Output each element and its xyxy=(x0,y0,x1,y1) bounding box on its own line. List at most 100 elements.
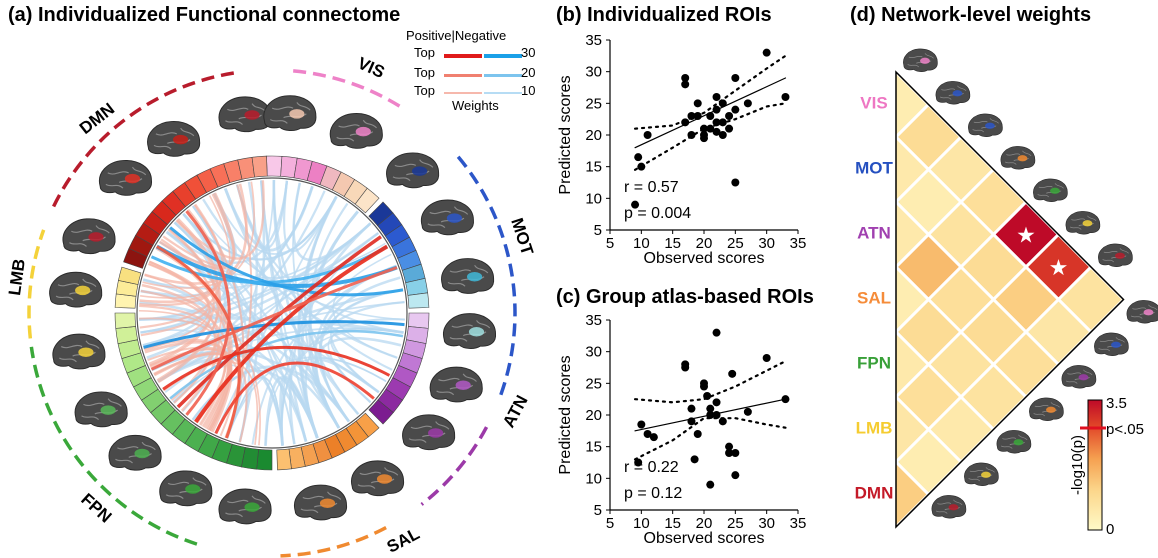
data-point xyxy=(718,131,727,139)
legend-negative-header: Negative xyxy=(454,28,507,43)
brain-region xyxy=(1017,155,1028,162)
connection-chord xyxy=(140,222,372,334)
data-point xyxy=(700,134,708,143)
stat-p: p = 0.004 xyxy=(624,205,691,222)
brain-region xyxy=(376,474,393,484)
x-tick-label: 20 xyxy=(696,235,713,252)
brain-region xyxy=(985,122,995,129)
data-point xyxy=(637,162,646,171)
network-label: DMN xyxy=(76,99,118,138)
brain-region xyxy=(75,285,91,296)
data-point xyxy=(762,48,771,57)
data-point xyxy=(631,200,640,209)
data-point xyxy=(725,124,734,133)
data-point xyxy=(681,74,690,82)
y-tick-label: 25 xyxy=(585,95,602,112)
y-tick-label: 15 xyxy=(585,439,602,456)
data-point xyxy=(687,112,696,120)
data-point xyxy=(690,455,699,464)
y-tick-label: 15 xyxy=(585,159,602,176)
brain-region xyxy=(1050,187,1060,194)
data-point xyxy=(703,392,712,400)
brain-region xyxy=(78,347,94,358)
connection-chord xyxy=(169,329,404,400)
data-point xyxy=(731,74,740,82)
data-point xyxy=(693,99,702,108)
data-point xyxy=(706,404,715,413)
x-tick-label: 20 xyxy=(696,515,713,532)
x-tick-label: 10 xyxy=(633,235,650,252)
confidence-upper xyxy=(633,360,787,404)
stat-r: r = 0.22 xyxy=(624,459,679,476)
significance-star: ★ xyxy=(1049,255,1069,280)
brain-region xyxy=(124,173,141,184)
connection-chord xyxy=(139,301,350,423)
network-dashed-arc xyxy=(52,70,239,208)
brain-region xyxy=(244,110,260,120)
brain-icon xyxy=(49,271,103,308)
legend-row-label: Top xyxy=(414,83,435,98)
data-point xyxy=(681,118,690,127)
brain-icon xyxy=(1029,397,1064,421)
network-segment xyxy=(368,399,394,425)
brain-icon xyxy=(1065,211,1101,235)
network-dashed-arc xyxy=(420,426,489,506)
network-segment xyxy=(276,448,292,471)
network-label: VIS xyxy=(355,54,388,83)
brain-icon xyxy=(108,435,162,471)
brain-icon xyxy=(1126,300,1158,324)
connection-chord xyxy=(214,361,375,435)
matrix-network-label: LMB xyxy=(856,419,893,438)
legend-negative-line xyxy=(484,54,522,58)
brain-icon xyxy=(329,113,383,149)
data-point xyxy=(781,395,790,404)
brain-region xyxy=(981,471,991,478)
network-segment xyxy=(354,187,380,214)
brain-region xyxy=(446,213,463,223)
network-label: ATN xyxy=(499,392,532,431)
data-point xyxy=(687,404,696,413)
panel-a-title: (a) Individualized Functional connectome xyxy=(8,4,401,26)
connection-chord xyxy=(176,235,382,409)
stat-p: p = 0.12 xyxy=(624,485,682,502)
network-dashed-arc xyxy=(280,526,387,558)
brain-region xyxy=(88,232,104,242)
connection-chord xyxy=(319,288,404,423)
network-dashed-arc xyxy=(293,69,402,109)
legend-row-value: 20 xyxy=(521,65,536,80)
brain-region xyxy=(134,448,150,459)
brain-region xyxy=(1078,374,1089,381)
chord-group xyxy=(139,179,405,446)
legend-row-label: Top xyxy=(414,45,435,60)
network-segment xyxy=(118,266,142,285)
data-point xyxy=(725,112,734,120)
confidence-lower xyxy=(633,417,787,461)
network-segment xyxy=(407,292,430,309)
y-tick-label: 30 xyxy=(585,344,602,361)
data-point xyxy=(700,124,708,133)
legend-positive-line xyxy=(444,92,482,94)
brain-region xyxy=(428,428,444,438)
connection-chord xyxy=(223,188,360,416)
brain-icon xyxy=(1000,146,1036,170)
brain-region xyxy=(1143,309,1154,316)
brain-icon xyxy=(159,470,213,507)
brain-icon xyxy=(935,81,971,105)
data-point xyxy=(712,93,721,101)
data-point xyxy=(712,328,721,337)
brain-region xyxy=(455,380,471,391)
data-point xyxy=(687,131,696,139)
data-point xyxy=(731,449,740,457)
data-point xyxy=(743,407,752,416)
brain-icon xyxy=(931,495,967,519)
network-label: MOT xyxy=(507,216,537,258)
connection-chord xyxy=(150,266,398,371)
x-tick-label: 10 xyxy=(633,515,650,532)
brain-icon xyxy=(443,313,496,349)
legend-positive-header: Positive xyxy=(406,28,452,43)
panel-c-title: (c) Group atlas-based ROIs xyxy=(556,286,814,308)
brain-icon xyxy=(402,414,456,451)
colorbar-max: 3.5 xyxy=(1106,395,1127,412)
connection-chord xyxy=(140,230,215,298)
network-segment xyxy=(256,449,273,471)
